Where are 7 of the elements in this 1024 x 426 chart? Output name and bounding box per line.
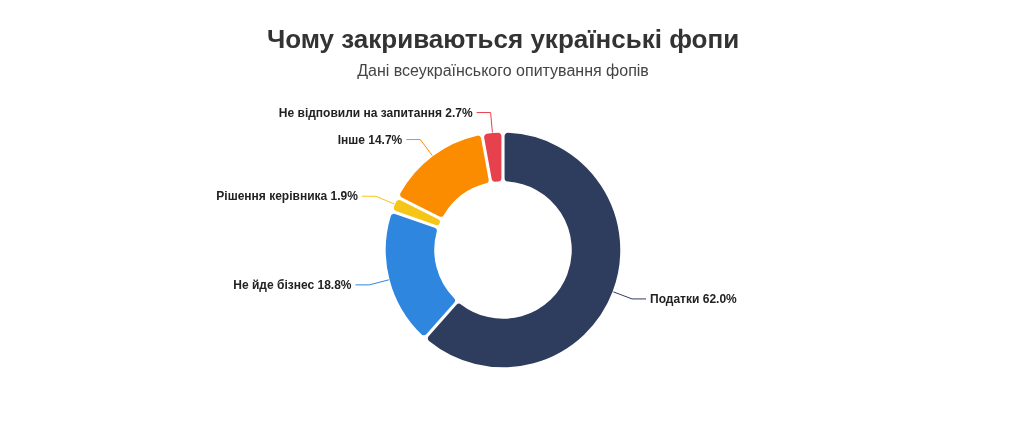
slice-label: Не йде бізнес 18.8% (233, 278, 352, 293)
slice-label: Рішення керівника 1.9% (216, 189, 359, 204)
slice-label: Інше 14.7% (337, 132, 403, 147)
chart-title: Чому закриваються українські фопи (266, 24, 740, 54)
slice-label: Податки 62.0% (650, 292, 738, 307)
slice-label: Не відповили на запитання 2.7% (278, 105, 473, 120)
chart-subtitle: Дані всеукраїнського опитування фопів (357, 62, 649, 79)
